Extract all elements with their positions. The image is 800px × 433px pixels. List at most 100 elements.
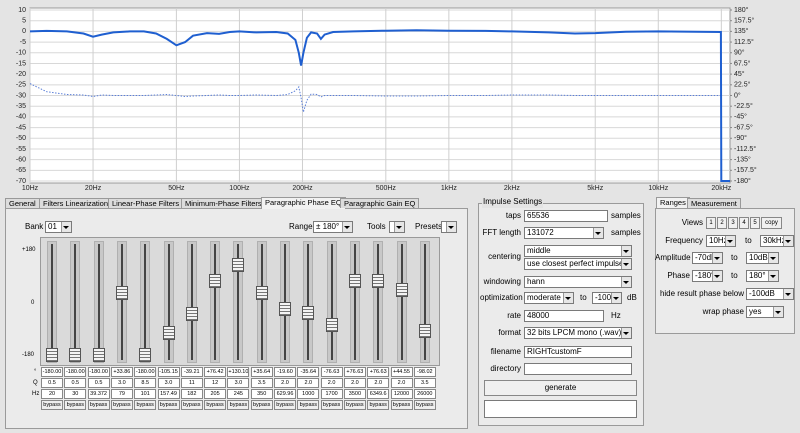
- bypass-button[interactable]: bypass: [250, 400, 273, 410]
- q-cell[interactable]: 2.0: [320, 378, 343, 388]
- hz-cell[interactable]: 629.96: [274, 389, 296, 399]
- bank-select[interactable]: 01: [45, 221, 72, 233]
- gain-cell[interactable]: +44.55: [390, 367, 413, 377]
- slider-knob[interactable]: [418, 324, 431, 339]
- slider-knob[interactable]: [255, 285, 268, 300]
- gain-cell[interactable]: -98.02: [413, 367, 436, 377]
- q-cell[interactable]: 12: [204, 378, 227, 388]
- q-cell[interactable]: 2.0: [390, 378, 413, 388]
- hz-cell[interactable]: 12000: [390, 389, 413, 399]
- gain-cell[interactable]: -35.64: [297, 367, 320, 377]
- slider-knob[interactable]: [372, 273, 385, 288]
- q-cell[interactable]: 3.0: [227, 378, 250, 388]
- slider-knob[interactable]: [395, 283, 408, 298]
- gain-cell[interactable]: -180.00: [64, 367, 87, 377]
- bypass-button[interactable]: bypass: [134, 400, 157, 410]
- generate-button[interactable]: generate: [484, 380, 637, 396]
- hz-cell[interactable]: 30: [64, 389, 87, 399]
- slider-knob[interactable]: [185, 307, 198, 322]
- select[interactable]: middle: [524, 245, 632, 257]
- q-cell[interactable]: 2.0: [297, 378, 320, 388]
- input[interactable]: 65536: [524, 210, 608, 222]
- bypass-button[interactable]: bypass: [110, 400, 133, 410]
- hz-cell[interactable]: 6349.6: [367, 389, 390, 399]
- select[interactable]: yes: [746, 306, 784, 318]
- select[interactable]: -70dB: [692, 252, 723, 264]
- q-cell[interactable]: 2.0: [274, 378, 296, 388]
- input[interactable]: RIGHTcustomF: [524, 346, 632, 358]
- slider-knob[interactable]: [139, 348, 152, 362]
- select[interactable]: 10Hz: [706, 235, 736, 247]
- slider-knob[interactable]: [325, 318, 338, 333]
- q-cell[interactable]: 3.5: [250, 378, 273, 388]
- bypass-button[interactable]: bypass: [413, 400, 436, 410]
- view-button[interactable]: 1: [706, 217, 716, 229]
- gain-cell[interactable]: -76.63: [320, 367, 343, 377]
- gain-cell[interactable]: +33.86: [110, 367, 133, 377]
- bypass-button[interactable]: bypass: [297, 400, 320, 410]
- view-button[interactable]: 4: [739, 217, 749, 229]
- hz-cell[interactable]: 1000: [297, 389, 320, 399]
- slider-knob[interactable]: [69, 348, 82, 362]
- tab[interactable]: General: [5, 198, 40, 208]
- tab[interactable]: Paragraphic Phase EQ: [261, 197, 346, 209]
- tab[interactable]: Filters Linearization: [39, 198, 113, 208]
- range-select[interactable]: ± 180°: [313, 221, 353, 233]
- bypass-button[interactable]: bypass: [227, 400, 250, 410]
- bypass-button[interactable]: bypass: [157, 400, 180, 410]
- bypass-button[interactable]: bypass: [87, 400, 110, 410]
- q-cell[interactable]: 11: [180, 378, 203, 388]
- view-button[interactable]: 5: [750, 217, 760, 229]
- select[interactable]: use closest perfect impulse: [524, 258, 632, 270]
- gain-cell[interactable]: -19.60: [274, 367, 296, 377]
- q-cell[interactable]: 2.0: [367, 378, 390, 388]
- gain-cell[interactable]: +76.63: [343, 367, 366, 377]
- select[interactable]: -100: [592, 292, 622, 304]
- select[interactable]: -100dB: [746, 288, 794, 300]
- hz-cell[interactable]: 26000: [413, 389, 436, 399]
- q-cell[interactable]: 2.0: [343, 378, 366, 388]
- view-button[interactable]: 3: [728, 217, 738, 229]
- bypass-button[interactable]: bypass: [204, 400, 227, 410]
- slider-knob[interactable]: [232, 258, 245, 273]
- hz-cell[interactable]: 39.372: [87, 389, 110, 399]
- tab[interactable]: Minimum-Phase Filters: [181, 198, 266, 208]
- bypass-button[interactable]: bypass: [41, 400, 63, 410]
- hz-cell[interactable]: 20: [41, 389, 63, 399]
- bypass-button[interactable]: bypass: [390, 400, 413, 410]
- gain-cell[interactable]: +76.42: [204, 367, 227, 377]
- bypass-button[interactable]: bypass: [320, 400, 343, 410]
- slider-knob[interactable]: [302, 306, 315, 321]
- select[interactable]: hann: [524, 276, 632, 288]
- q-cell[interactable]: 3.0: [157, 378, 180, 388]
- hz-cell[interactable]: 182: [180, 389, 203, 399]
- tab[interactable]: Paragraphic Gain EQ: [340, 198, 420, 208]
- slider-knob[interactable]: [162, 326, 175, 341]
- gain-cell[interactable]: -105.15: [157, 367, 180, 377]
- gain-cell[interactable]: +130.10: [227, 367, 250, 377]
- select[interactable]: -180°: [692, 270, 723, 282]
- q-cell[interactable]: 0.5: [87, 378, 110, 388]
- hz-cell[interactable]: 1700: [320, 389, 343, 399]
- hz-cell[interactable]: 157.49: [157, 389, 180, 399]
- bypass-button[interactable]: bypass: [274, 400, 296, 410]
- hz-cell[interactable]: 205: [204, 389, 227, 399]
- q-cell[interactable]: 8.5: [134, 378, 157, 388]
- select[interactable]: moderate: [524, 292, 574, 304]
- hz-cell[interactable]: 245: [227, 389, 250, 399]
- gain-cell[interactable]: -39.21: [180, 367, 203, 377]
- slider-knob[interactable]: [92, 348, 105, 362]
- slider-knob[interactable]: [279, 301, 291, 316]
- input[interactable]: [524, 363, 632, 375]
- select[interactable]: 180°: [746, 270, 779, 282]
- hz-cell[interactable]: 79: [110, 389, 133, 399]
- gain-cell[interactable]: -180.00: [134, 367, 157, 377]
- gain-cell[interactable]: -180.00: [87, 367, 110, 377]
- gain-cell[interactable]: +76.63: [367, 367, 390, 377]
- view-button[interactable]: 2: [717, 217, 727, 229]
- view-button[interactable]: copy: [761, 217, 782, 229]
- presets-select[interactable]: [441, 221, 457, 233]
- hz-cell[interactable]: 101: [134, 389, 157, 399]
- slider-knob[interactable]: [46, 348, 58, 362]
- hz-cell[interactable]: 350: [250, 389, 273, 399]
